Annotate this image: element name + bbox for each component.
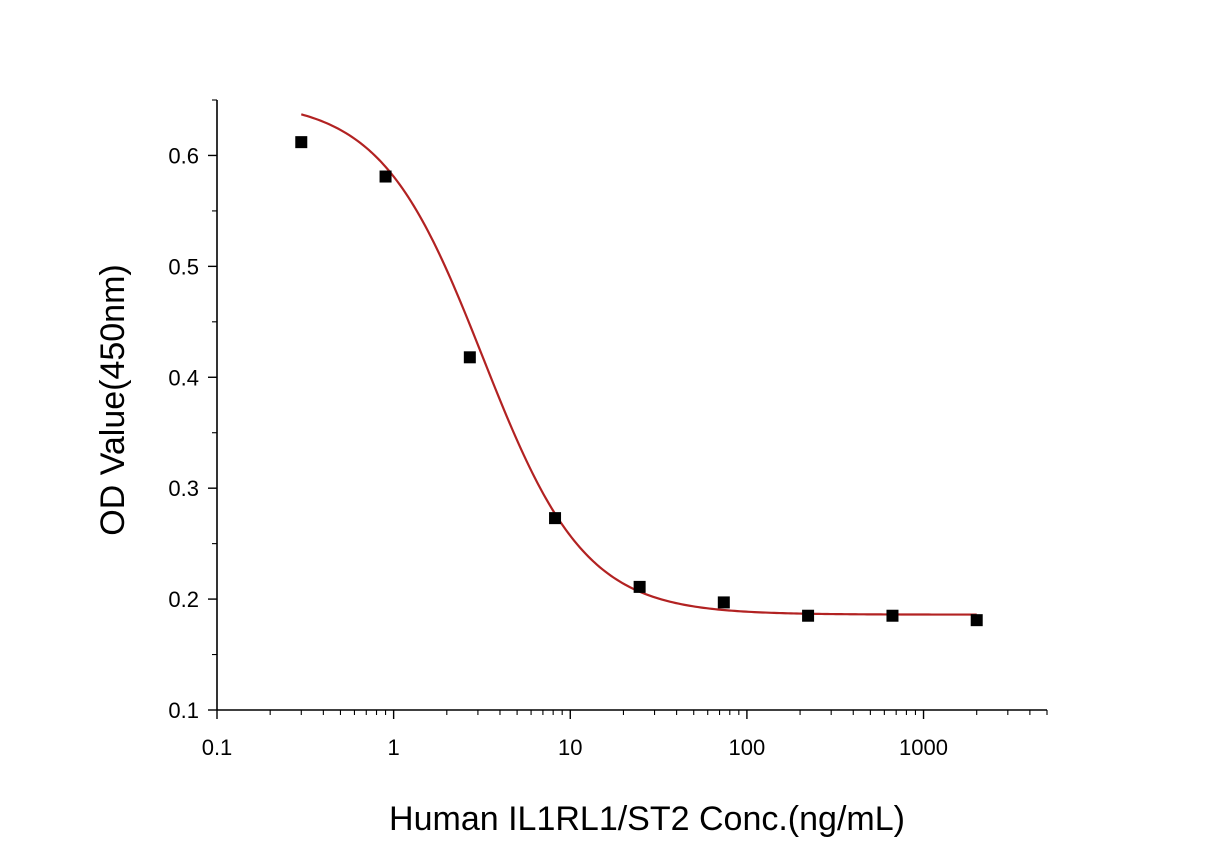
y-tick-label: 0.6	[168, 143, 199, 168]
x-axis-ticks: 0.1 1 10 100 1000	[202, 710, 1048, 760]
y-tick-label: 0.3	[168, 476, 199, 501]
y-axis-title: OD Value(450nm)	[94, 264, 132, 536]
y-tick-label: 0.1	[168, 698, 199, 723]
x-tick-label: 1000	[899, 735, 948, 760]
y-tick-label: 0.2	[168, 587, 199, 612]
y-tick-label: 0.4	[168, 365, 199, 390]
x-tick-label: 100	[729, 735, 766, 760]
x-tick-label: 1	[388, 735, 400, 760]
data-point	[549, 512, 562, 525]
data-point	[970, 614, 983, 627]
y-tick-label: 0.5	[168, 254, 199, 279]
data-point	[463, 351, 476, 364]
data-point	[633, 580, 646, 593]
axes	[216, 100, 1047, 711]
x-tick-label: 0.1	[202, 735, 233, 760]
data-point	[295, 136, 308, 149]
data-points	[295, 136, 983, 627]
y-axis-ticks: 0.1 0.2 0.3 0.4 0.5 0.6	[168, 99, 217, 723]
fit-curve	[300, 113, 977, 616]
x-tick-label: 10	[558, 735, 582, 760]
data-point	[886, 609, 899, 622]
data-point	[802, 609, 815, 622]
x-axis-title: Human IL1RL1/ST2 Conc.(ng/mL)	[389, 800, 905, 838]
data-point	[379, 170, 392, 183]
data-point	[717, 596, 730, 609]
